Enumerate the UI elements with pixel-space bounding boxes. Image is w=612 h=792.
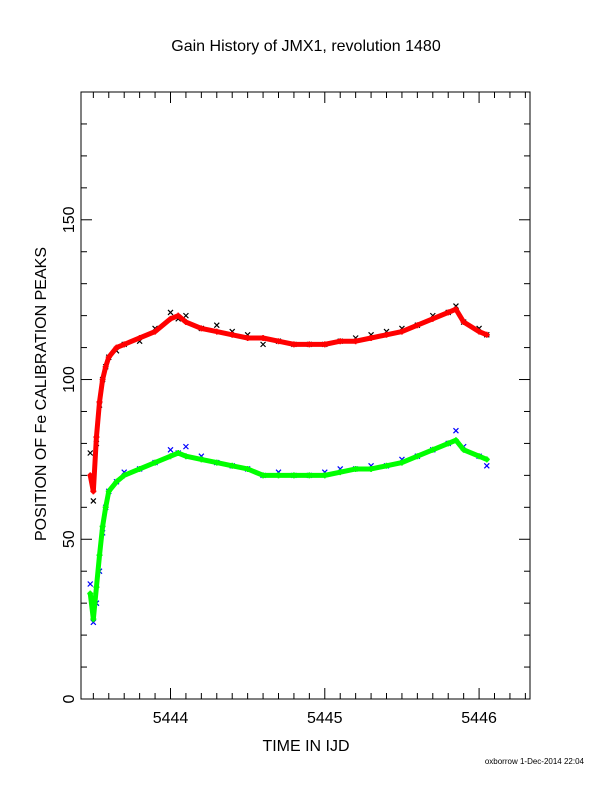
scatter-point bbox=[87, 581, 94, 587]
y-axis-label: POSITION OF Fe CALIBRATION PEAKS bbox=[33, 247, 50, 541]
y-tick-label: 150 bbox=[61, 206, 78, 233]
scatter-point bbox=[87, 450, 94, 456]
x-axis-label: TIME IN IJD bbox=[262, 738, 350, 755]
trend-line bbox=[87, 306, 490, 494]
chart-title: Gain History of JMX1, revolution 1480 bbox=[171, 38, 441, 55]
series-3-trend bbox=[87, 437, 490, 623]
scatter-point bbox=[213, 322, 220, 329]
data-marks bbox=[87, 303, 490, 626]
scatter-point bbox=[167, 446, 174, 453]
scatter-point bbox=[453, 427, 459, 434]
credit-stamp: oxborrow 1-Dec-2014 22:04 bbox=[484, 757, 584, 766]
x-tick-label: 5446 bbox=[461, 710, 497, 727]
scatter-point bbox=[182, 443, 189, 450]
plot-frame bbox=[80, 91, 531, 700]
scatter-point bbox=[182, 312, 189, 319]
series-1-trend bbox=[87, 306, 490, 495]
y-tick-label: 100 bbox=[61, 366, 78, 393]
x-tick-label: 5444 bbox=[153, 710, 189, 727]
axis-ticks bbox=[81, 91, 530, 700]
trend-line bbox=[87, 437, 490, 622]
x-tick-label: 5445 bbox=[307, 710, 343, 727]
scatter-point bbox=[90, 498, 97, 504]
series-2-points bbox=[87, 427, 490, 626]
scatter-point bbox=[483, 462, 490, 469]
axis-tick-labels: 0 50 100 150 5444 5445 5446 bbox=[61, 206, 497, 727]
y-tick-label: 0 bbox=[61, 694, 78, 703]
scatter-point bbox=[260, 341, 266, 348]
scatter-point bbox=[167, 309, 174, 316]
y-tick-label: 50 bbox=[61, 530, 78, 548]
